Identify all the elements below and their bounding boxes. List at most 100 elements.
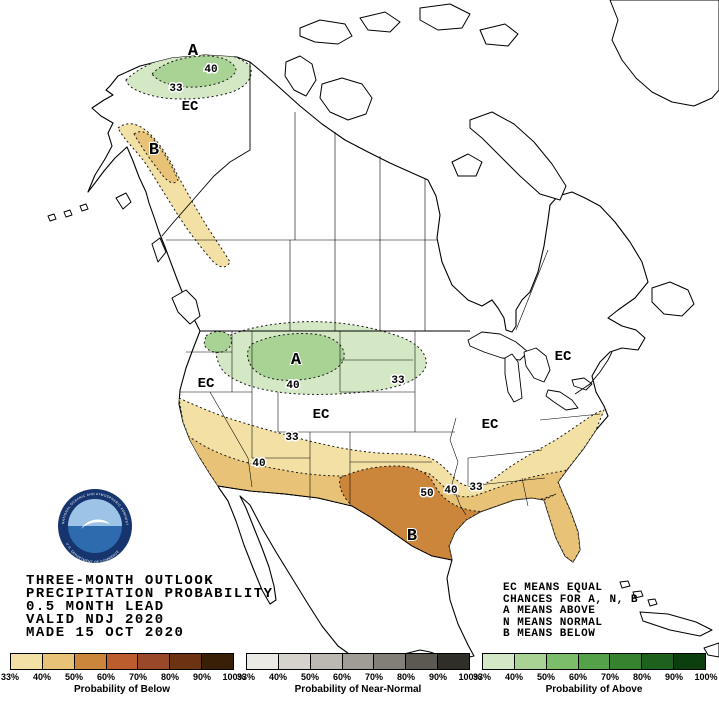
legend-note-line: N MEANS NORMAL bbox=[503, 616, 603, 629]
colorbar-below-ticks: 33% 40% 50% 60% 70% 80% 90% 100% bbox=[1, 670, 246, 682]
banks-island bbox=[284, 55, 317, 97]
lake-erie bbox=[545, 389, 579, 411]
colorbar-swatch bbox=[674, 654, 706, 669]
colorbar-tick-label: 33% bbox=[0, 672, 20, 682]
label-ec-central: EC bbox=[313, 407, 330, 423]
colorbar-tick-label: 60% bbox=[96, 672, 116, 682]
label-below-texas: B bbox=[407, 527, 417, 546]
state-boundaries bbox=[166, 112, 601, 516]
contour-50-gulf: 50 bbox=[420, 488, 433, 500]
noaa-logo-sky bbox=[68, 499, 122, 526]
probability-regions bbox=[117, 55, 605, 563]
colorbar-tick-label: 100% bbox=[222, 672, 246, 682]
haida-gwaii bbox=[151, 237, 167, 263]
title-line: 0.5 MONTH LEAD bbox=[26, 599, 165, 615]
colorbar-tick-label: 50% bbox=[536, 672, 556, 682]
colorbar-near-normal-swatches bbox=[246, 653, 470, 670]
region-washington-above-40 bbox=[203, 331, 233, 353]
colorbar-swatch bbox=[138, 654, 171, 669]
ellesmere-island bbox=[419, 3, 471, 31]
lake-ontario bbox=[571, 377, 593, 391]
label-ec-east: EC bbox=[482, 417, 499, 433]
legend-note-line: B MEANS BELOW bbox=[503, 628, 596, 640]
national-borders bbox=[161, 62, 613, 561]
region-panhandle-below-33 bbox=[117, 123, 231, 268]
colorbar-near-normal-caption: Probability of Near-Normal bbox=[294, 684, 422, 695]
colorbar-tick-label: 80% bbox=[160, 672, 180, 682]
legend-note-line: A MEANS ABOVE bbox=[503, 605, 596, 617]
colorbar-tick-label: 33% bbox=[236, 672, 256, 682]
contour-33-north: 33 bbox=[391, 375, 405, 387]
colorbar-tick-label: 50% bbox=[64, 672, 84, 682]
colorbar-swatch bbox=[202, 654, 234, 669]
bahamas bbox=[619, 580, 658, 607]
label-ec-west: EC bbox=[198, 376, 215, 392]
region-panhandle-below-40 bbox=[133, 131, 179, 184]
colorbar-tick-label: 40% bbox=[504, 672, 524, 682]
greenland bbox=[609, 0, 719, 107]
lake-superior bbox=[467, 331, 529, 361]
colorbar-swatch bbox=[74, 654, 107, 669]
colorbar-tick-label: 100% bbox=[694, 672, 718, 682]
lake-huron bbox=[523, 347, 551, 383]
victoria-island bbox=[319, 77, 373, 121]
colorbar-swatch bbox=[406, 654, 439, 669]
contour-33-south: 33 bbox=[285, 432, 299, 444]
colorbar-below-swatches bbox=[10, 653, 234, 670]
vancouver-island bbox=[171, 289, 201, 325]
title-line: VALID NDJ 2020 bbox=[26, 612, 165, 628]
islands bbox=[47, 0, 719, 658]
colorbar-tick-label: 40% bbox=[268, 672, 288, 682]
colorbar-tick-label: 100% bbox=[458, 672, 482, 682]
title-block: THREE-MONTH OUTLOOK PRECIPITATION PROBAB… bbox=[26, 573, 274, 640]
colorbar-swatch bbox=[438, 654, 470, 669]
map-labels: A 40 33 EC B A 40 33 EC EC 33 40 EC EC 5… bbox=[148, 41, 573, 547]
colorbar-swatch bbox=[342, 654, 375, 669]
colorbar-above-swatches bbox=[482, 653, 706, 670]
label-above-alaska: A bbox=[188, 42, 199, 61]
contour-40-south: 40 bbox=[252, 458, 265, 470]
label-ec-northeast: EC bbox=[555, 349, 572, 365]
colorbar-tick-label: 40% bbox=[32, 672, 52, 682]
noaa-gull-icon bbox=[81, 519, 110, 529]
us-canada-border bbox=[200, 330, 613, 395]
colorbar-tick-label: 60% bbox=[332, 672, 352, 682]
colorbar-near-normal-ticks: 33% 40% 50% 60% 70% 80% 90% 100% bbox=[237, 670, 482, 682]
colorbar-swatch bbox=[170, 654, 203, 669]
region-north-above-40 bbox=[247, 333, 345, 381]
noaa-logo: NATIONAL OCEANIC AND ATMOSPHERIC ADMINIS… bbox=[58, 489, 132, 564]
alaska-canada-border bbox=[161, 62, 251, 237]
colorbar-tick-label: 50% bbox=[300, 672, 320, 682]
colorbar-swatch bbox=[310, 654, 343, 669]
colorbar-above-caption: Probability of Above bbox=[545, 684, 643, 695]
melville-island bbox=[359, 11, 401, 33]
colorbar-swatch bbox=[374, 654, 407, 669]
colorbar-swatch bbox=[11, 654, 43, 669]
colorbar-below-caption: Probability of Below bbox=[73, 684, 171, 695]
colorbar-tick-label: 33% bbox=[472, 672, 492, 682]
cuba bbox=[639, 611, 713, 637]
colorbar-swatch bbox=[578, 654, 611, 669]
legend-note-line: CHANCES FOR A, N, B bbox=[503, 593, 638, 606]
colorbar-above: 33% 40% 50% 60% 70% 80% 90% 100% Probability of… bbox=[473, 653, 718, 695]
province-boundaries bbox=[166, 112, 549, 331]
baffin-island bbox=[469, 111, 567, 201]
title-line: THREE-MONTH OUTLOOK bbox=[26, 573, 215, 589]
region-alaska-above-40 bbox=[151, 55, 237, 88]
contour-33-gulf: 33 bbox=[469, 482, 483, 494]
colorbar-swatch bbox=[106, 654, 139, 669]
contour-40-gulf: 40 bbox=[444, 485, 457, 497]
colorbar-swatch bbox=[247, 654, 279, 669]
southampton-island bbox=[451, 153, 483, 177]
hispaniola bbox=[703, 642, 719, 658]
colorbar-tick-label: 80% bbox=[396, 672, 416, 682]
colorbar-tick-label: 70% bbox=[364, 672, 384, 682]
aleutian-islands bbox=[47, 203, 89, 222]
colorbar-swatch bbox=[483, 654, 515, 669]
legend-notes: EC MEANS EQUAL CHANCES FOR A, N, B A MEA… bbox=[503, 582, 638, 641]
colorbar-tick-label: 80% bbox=[632, 672, 652, 682]
kodiak-island bbox=[115, 192, 132, 210]
lake-michigan bbox=[504, 353, 523, 403]
